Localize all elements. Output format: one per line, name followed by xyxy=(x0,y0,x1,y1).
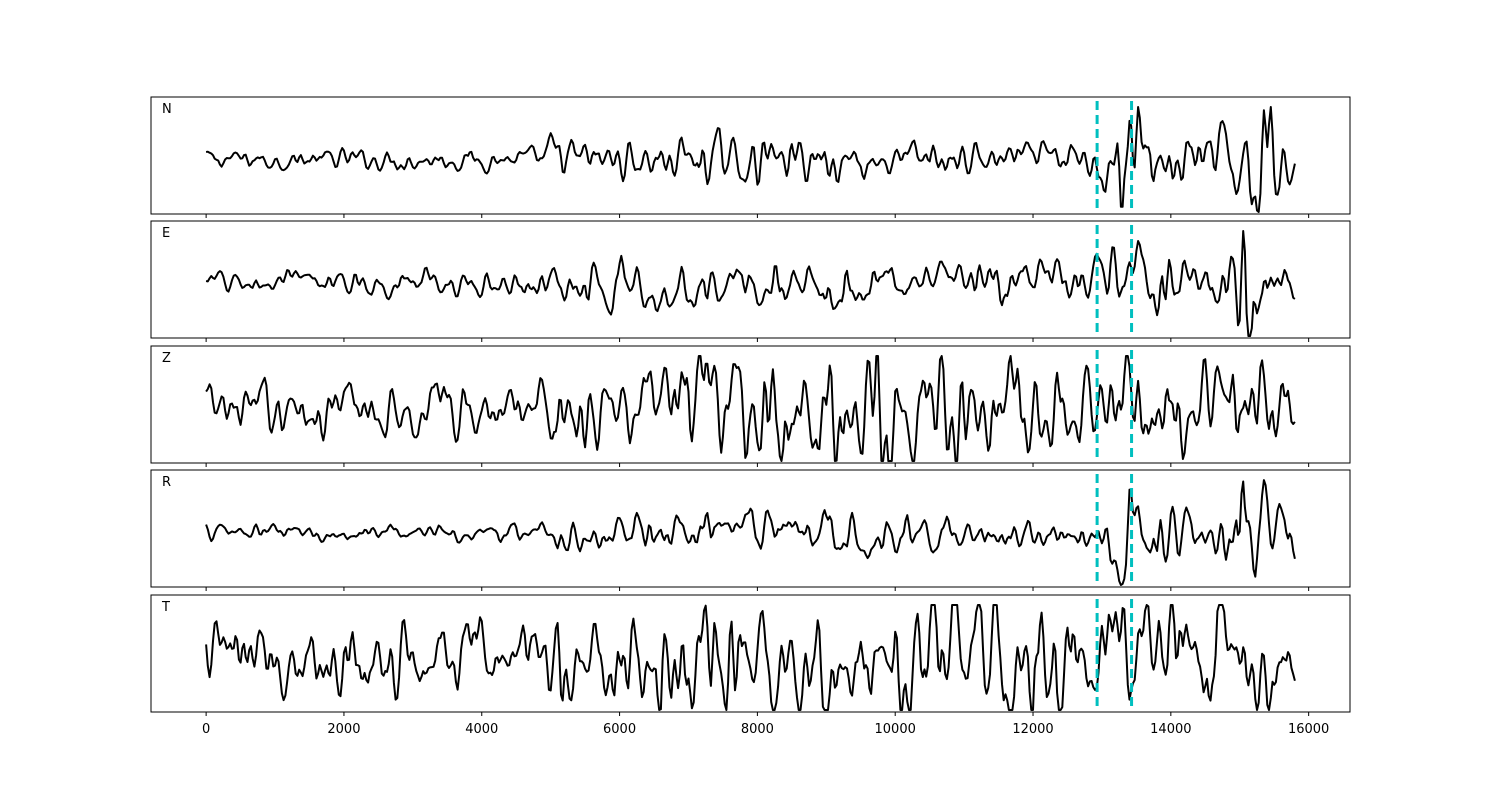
panels-layer: N E Z R T xyxy=(150,96,1351,716)
x-tick-label: 4000 xyxy=(465,722,498,737)
trace-e xyxy=(205,230,1296,337)
x-tick-label: 10000 xyxy=(875,722,916,737)
panel-label: Z xyxy=(162,351,171,366)
panel-frame xyxy=(150,220,1351,339)
trace-r xyxy=(205,479,1296,586)
x-tick-label: 6000 xyxy=(603,722,636,737)
x-tick-label: 12000 xyxy=(1012,722,1053,737)
x-tick-label: 14000 xyxy=(1150,722,1191,737)
trace-z xyxy=(205,355,1296,462)
x-tick-label: 8000 xyxy=(741,722,774,737)
x-tick-label: 0 xyxy=(202,722,210,737)
trace-t xyxy=(205,604,1296,711)
panel-z: Z xyxy=(150,345,1351,467)
panel-frame xyxy=(150,345,1351,464)
panel-label: T xyxy=(161,600,170,615)
panel-frame xyxy=(150,594,1351,713)
panel-r: R xyxy=(150,469,1351,591)
panel-frame xyxy=(150,469,1351,588)
x-axis: 0 2000 4000 6000 8000 10000 12000 14000 16000 xyxy=(202,722,1329,737)
panel-n: N xyxy=(150,96,1351,218)
panel-e: E xyxy=(150,220,1351,342)
x-tick-label: 16000 xyxy=(1288,722,1329,737)
panel-label: E xyxy=(162,226,170,241)
trace-n xyxy=(205,106,1296,213)
panel-label: R xyxy=(162,475,171,490)
panel-frame xyxy=(150,96,1351,215)
panel-t: T xyxy=(150,594,1351,716)
panel-label: N xyxy=(162,102,172,117)
x-tick-label: 2000 xyxy=(327,722,360,737)
